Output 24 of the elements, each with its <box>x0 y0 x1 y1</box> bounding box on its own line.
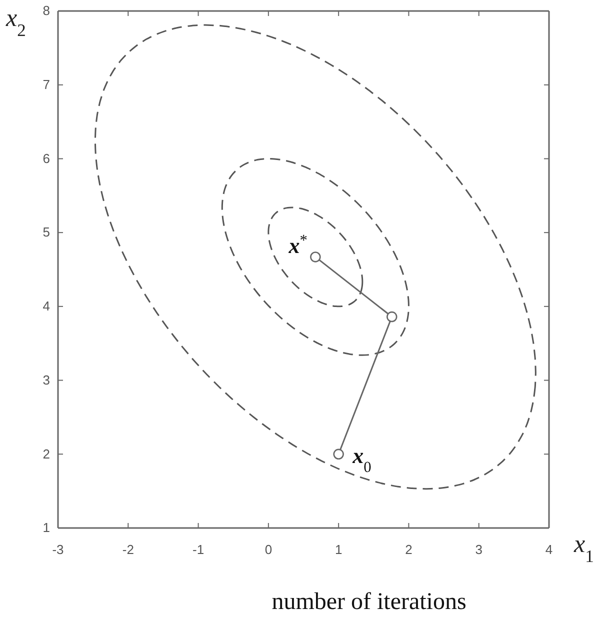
x-axis-title: x$_{1}$ <box>573 531 594 566</box>
x-tick-label: 2 <box>405 542 412 558</box>
x-tick-label: -1 <box>192 542 204 558</box>
y-tick-label: 5 <box>42 224 50 240</box>
point <box>333 448 344 460</box>
annotation: x$_{0}$ <box>352 443 372 476</box>
y-tick-label: 6 <box>42 150 50 166</box>
y-tick-label: 1 <box>42 520 50 536</box>
y-tick-label: 3 <box>42 372 50 388</box>
text: number of iterations <box>272 589 466 615</box>
x-tick-label: 3 <box>475 542 482 558</box>
y-tick-label: 8 <box>42 3 50 18</box>
x-tick-label: 4 <box>545 542 553 558</box>
x-tick-label: -3 <box>52 542 64 558</box>
point <box>310 252 321 262</box>
y-tick-label: 7 <box>42 77 50 92</box>
point <box>386 311 398 322</box>
x-tick-label: 1 <box>334 542 342 558</box>
x-tick-label: 0 <box>264 542 272 558</box>
annotation: x$^{*}$ <box>288 231 308 258</box>
y-tick-label: 4 <box>42 298 50 314</box>
y-axis-title: x$_{2}$ <box>5 5 26 40</box>
x-tick-label: -2 <box>122 542 134 558</box>
y-tick-label: 2 <box>42 446 50 462</box>
